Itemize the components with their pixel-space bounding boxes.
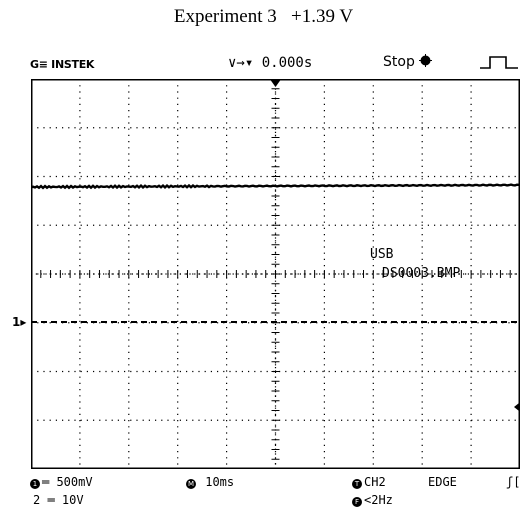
channel-1-marker: 1▸ [12,315,27,329]
signal-trace [31,183,520,190]
trigger-position-marker [270,80,281,87]
brand-logo: G≡ INSTEK [30,58,95,71]
voltage-label: +1.39 V [291,6,354,27]
timebase: M 10ms [186,475,234,489]
timebase-value: 10ms [205,475,235,489]
ch1-icon: 1 [30,479,40,489]
frequency-readout: F <2Hz [352,493,393,507]
ch1-scale-value: ═ 500mV [42,475,93,489]
ch2-num: 2 [33,493,41,507]
trigger-type: EDGE [428,475,457,489]
record-dot-icon [419,54,433,67]
trigger-source-icon: T [352,479,362,489]
timebase-icon: M [186,479,196,489]
run-status-label: Stop [383,54,415,70]
ch2-scale: 2 ═ 10V [33,493,84,507]
scope-display [31,79,520,469]
saved-file-name: DS0003.BMP [382,266,461,281]
trigger-info: T CH2 [352,475,386,489]
trigger-slope: ʃ[ [506,475,521,489]
freq-icon: F [352,497,362,507]
run-status: Stop [383,54,433,70]
trigger-level-marker [514,403,519,411]
ch1-scale: 1 ═ 500mV [30,475,93,489]
usb-label: USB [370,247,394,262]
ch2-scale-value: ═ 10V [47,493,84,507]
scope-screen [31,79,520,469]
figure-caption: Experiment 3 +1.39 V [0,6,527,28]
trigger-source: CH2 [364,475,386,489]
frequency-value: <2Hz [364,493,393,507]
pulse-icon [480,56,518,69]
experiment-label: Experiment 3 [173,6,277,27]
trigger-position-readout: ∨→▾ 0.000s [228,55,313,71]
